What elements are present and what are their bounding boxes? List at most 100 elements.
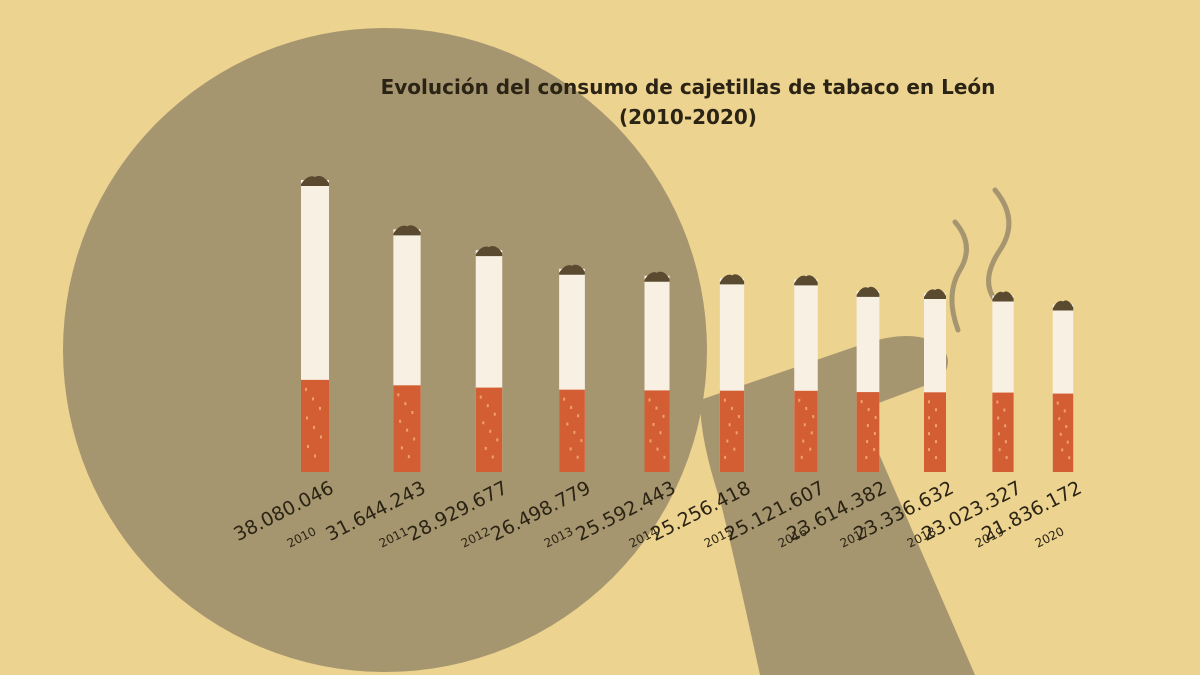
bar-filter xyxy=(559,389,585,472)
bar-ash xyxy=(644,271,670,282)
filter-speck xyxy=(306,416,308,420)
filter-speck xyxy=(566,422,569,426)
filter-speck xyxy=(479,395,482,399)
bar-filter xyxy=(856,392,880,472)
filter-speck xyxy=(407,455,410,459)
filter-speck xyxy=(569,447,572,451)
filter-speck xyxy=(867,408,870,412)
bar-ash xyxy=(559,264,585,275)
filter-speck xyxy=(320,435,322,439)
filter-speck xyxy=(656,447,659,451)
filter-speck xyxy=(411,410,414,414)
filter-speck xyxy=(997,432,1000,436)
filter-speck xyxy=(723,398,726,402)
filter-speck xyxy=(404,402,407,406)
filter-speck xyxy=(928,448,930,452)
filter-speck xyxy=(570,405,573,409)
filter-speck xyxy=(1061,448,1064,452)
filter-speck xyxy=(800,455,803,459)
bar-filter xyxy=(644,390,670,472)
filter-speck xyxy=(935,424,937,428)
filter-speck xyxy=(812,415,815,419)
filter-speck xyxy=(928,400,930,404)
bar-ash xyxy=(1052,300,1074,311)
filter-speck xyxy=(652,423,655,427)
filter-speck xyxy=(998,448,1001,452)
filter-speck xyxy=(728,423,731,427)
filter-speck xyxy=(737,415,740,419)
filter-speck xyxy=(865,456,868,460)
smoke xyxy=(949,219,969,333)
filter-speck xyxy=(1003,408,1006,412)
filter-speck xyxy=(805,406,808,410)
filter-speck xyxy=(313,425,315,429)
filter-speck xyxy=(860,400,863,404)
filter-speck xyxy=(724,455,727,459)
bar-ash xyxy=(992,291,1014,302)
filter-speck xyxy=(873,432,876,436)
filter-speck xyxy=(655,406,658,410)
decor-circle xyxy=(63,28,707,672)
filter-speck xyxy=(802,439,805,443)
filter-speck xyxy=(1068,456,1071,460)
bar-filter xyxy=(1052,393,1074,472)
filter-speck xyxy=(489,429,492,433)
filter-speck xyxy=(935,408,937,412)
filter-speck xyxy=(1005,456,1008,460)
filter-speck xyxy=(733,447,736,451)
filter-speck xyxy=(997,416,1000,420)
filter-speck xyxy=(413,437,416,441)
bar-ash xyxy=(301,175,329,186)
filter-speck xyxy=(486,404,489,408)
filter-speck xyxy=(577,414,580,418)
filter-speck xyxy=(580,439,583,443)
filter-speck xyxy=(314,454,316,458)
chart-subtitle: (2010-2020) xyxy=(619,105,757,129)
filter-speck xyxy=(663,455,666,459)
filter-speck xyxy=(928,432,930,436)
filter-speck xyxy=(648,398,651,402)
filter-speck xyxy=(866,440,869,444)
bar-filter xyxy=(794,390,818,472)
smoke xyxy=(986,187,1012,303)
filter-speck xyxy=(935,440,937,444)
chart-title: Evolución del consumo de cajetillas de t… xyxy=(381,75,996,99)
filter-speck xyxy=(726,439,729,443)
filter-speck xyxy=(312,397,314,401)
filter-speck xyxy=(1004,424,1007,428)
filter-speck xyxy=(873,448,876,452)
filter-speck xyxy=(400,446,403,450)
bar-ash xyxy=(924,288,946,300)
bar-ash xyxy=(393,225,421,236)
filter-speck xyxy=(866,424,869,428)
bar-filter xyxy=(992,392,1014,472)
filter-speck xyxy=(399,419,402,423)
filter-speck xyxy=(874,416,877,420)
filter-speck xyxy=(1004,440,1007,444)
filter-speck xyxy=(576,455,579,459)
filter-speck xyxy=(810,431,813,435)
filter-speck xyxy=(307,444,309,448)
filter-speck xyxy=(397,393,400,397)
filter-speck xyxy=(482,421,485,425)
filter-speck xyxy=(798,398,801,402)
filter-speck xyxy=(735,431,738,435)
filter-speck xyxy=(573,430,576,434)
filter-speck xyxy=(305,387,307,391)
filter-speck xyxy=(1056,401,1059,405)
filter-speck xyxy=(803,423,806,427)
filter-speck xyxy=(649,439,652,443)
filter-speck xyxy=(1066,440,1069,444)
filter-speck xyxy=(496,438,499,442)
bar-filter xyxy=(719,390,745,472)
bar-ash xyxy=(719,274,745,285)
bar-ash xyxy=(794,275,818,286)
filter-speck xyxy=(809,447,812,451)
bar-ash xyxy=(475,246,503,257)
bar-filter xyxy=(924,392,946,472)
filter-speck xyxy=(1059,432,1062,436)
filter-speck xyxy=(1063,409,1066,413)
filter-speck xyxy=(484,446,487,450)
filter-speck xyxy=(406,428,409,432)
